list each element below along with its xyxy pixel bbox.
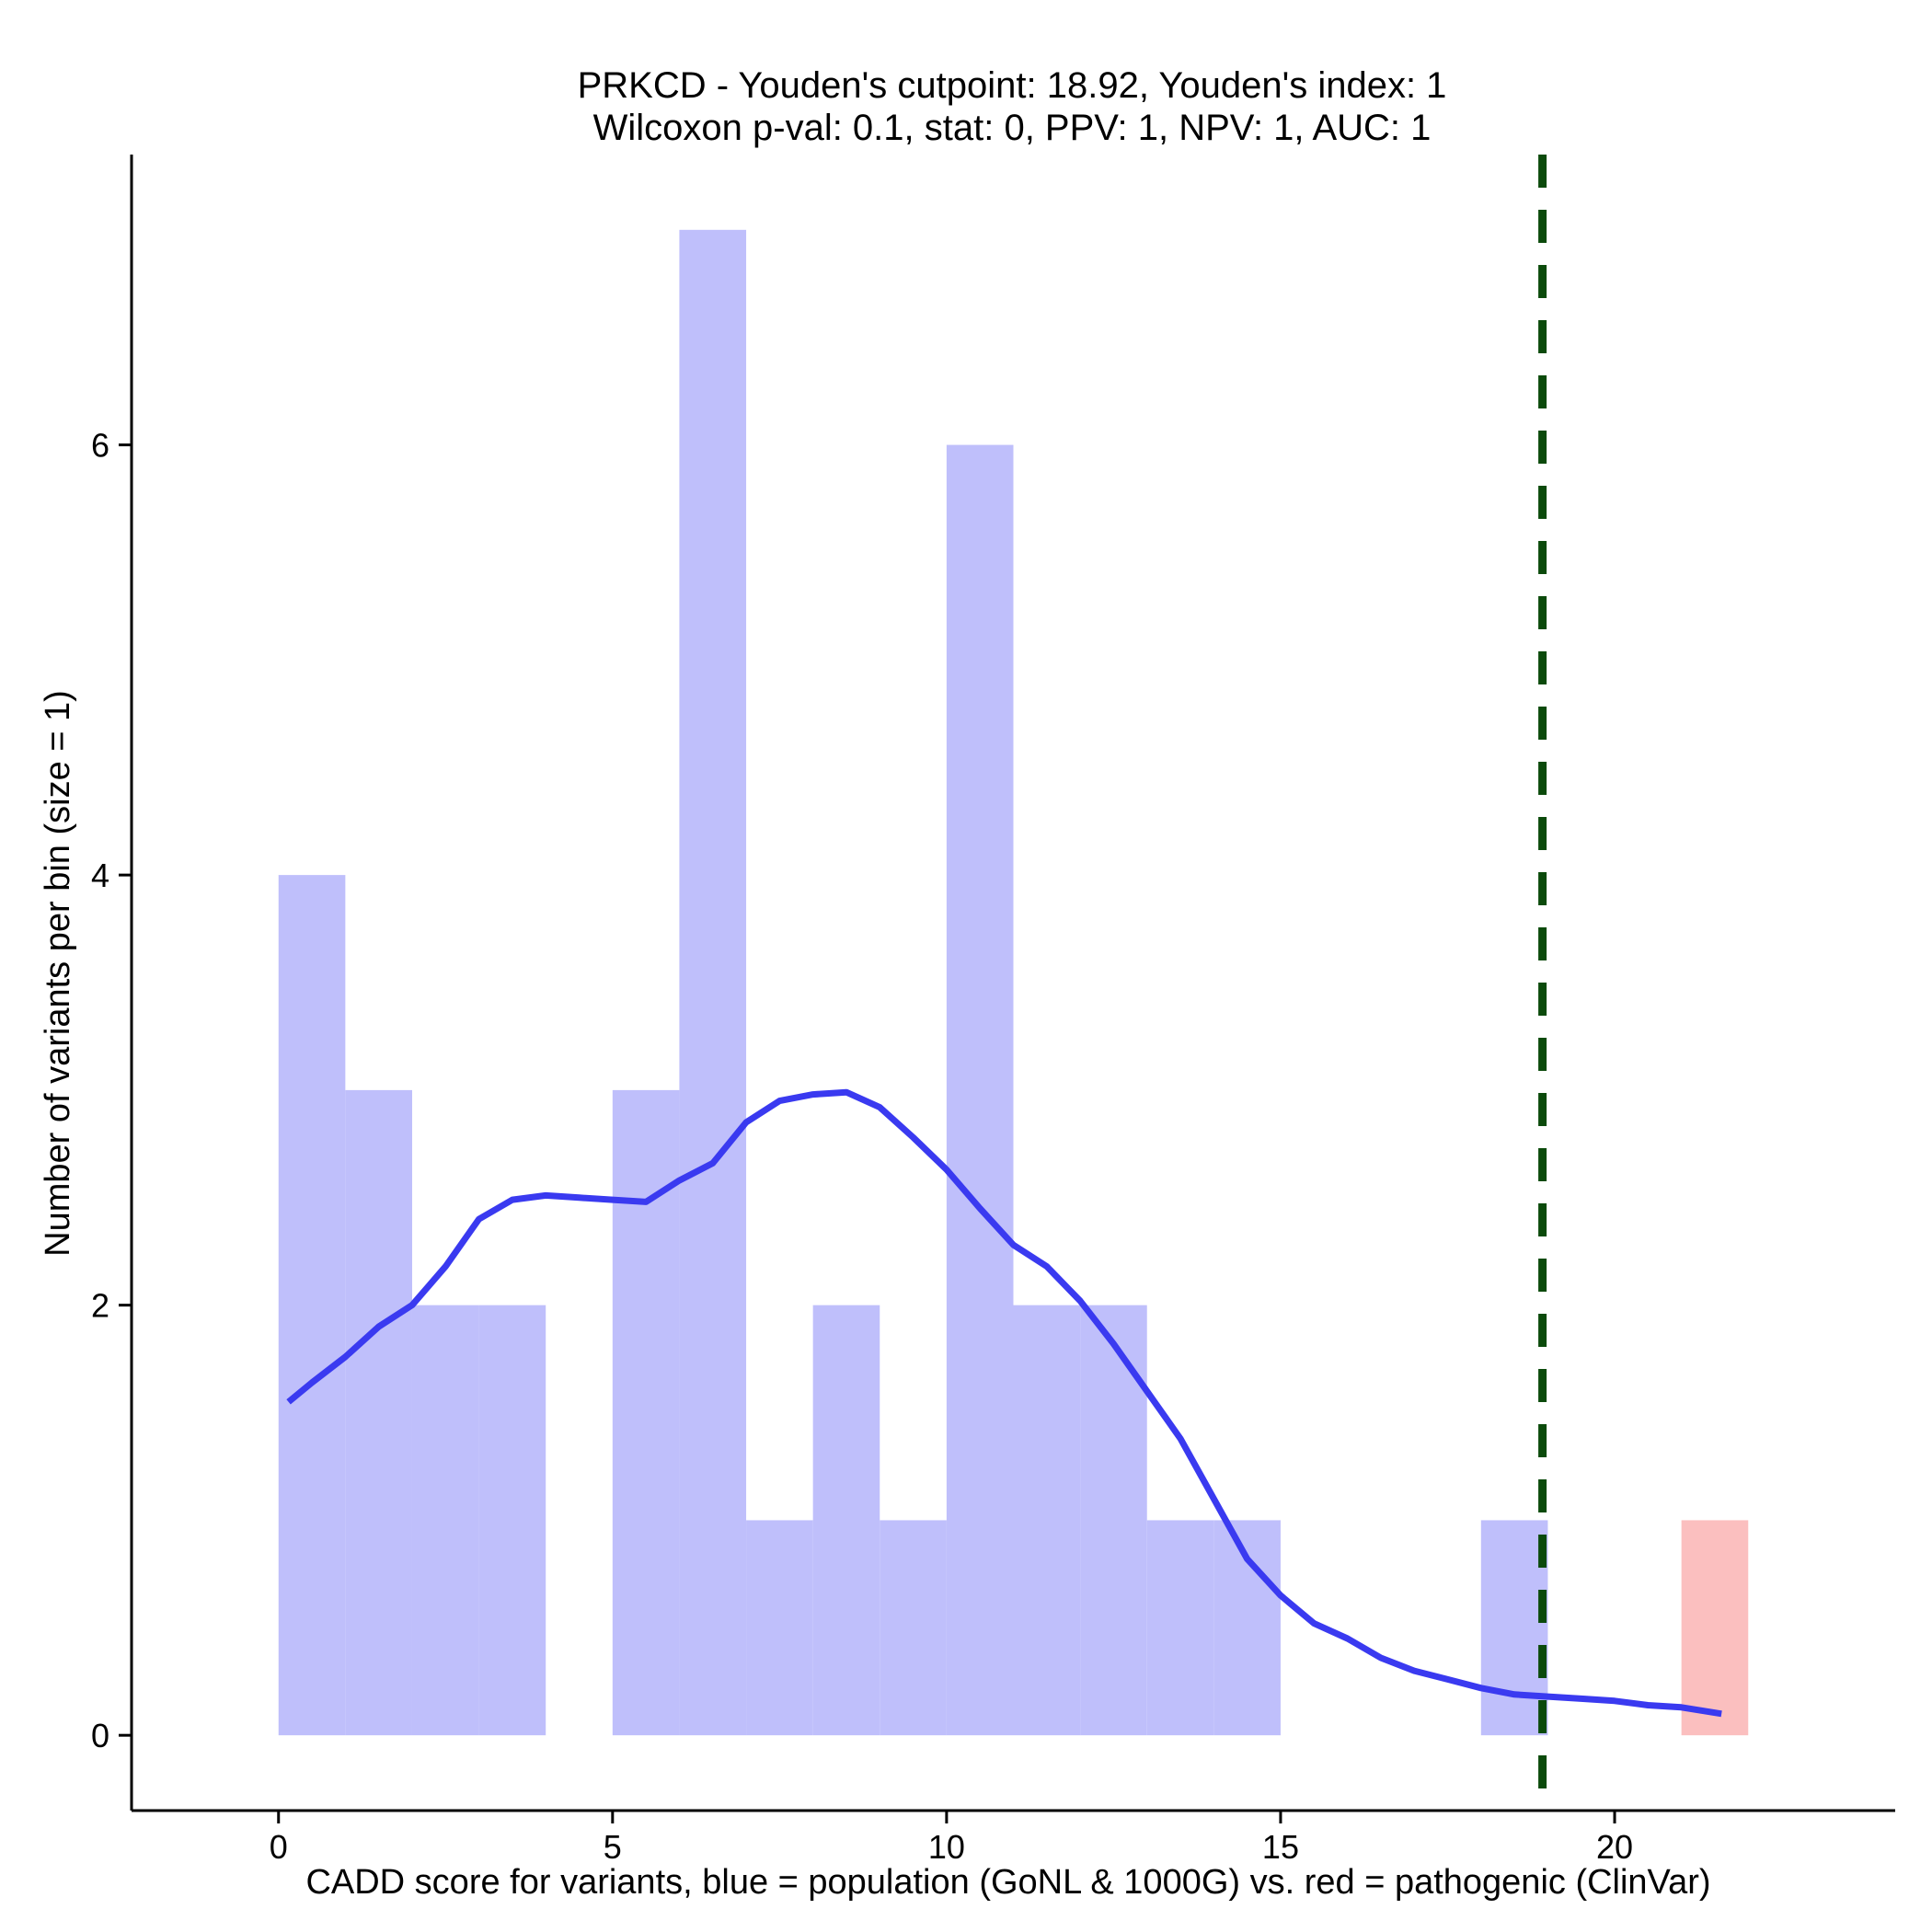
x-tick-label: 20 bbox=[1596, 1828, 1633, 1866]
x-tick-label: 5 bbox=[604, 1828, 622, 1866]
density-curve bbox=[286, 1088, 1722, 1718]
x-tick-label: 15 bbox=[1262, 1828, 1299, 1866]
pathogenic-bar bbox=[1681, 1520, 1749, 1736]
population-bar bbox=[946, 444, 1014, 1736]
population-bar bbox=[278, 875, 346, 1736]
population-bar bbox=[746, 1520, 813, 1736]
x-tick-label: 0 bbox=[270, 1828, 288, 1866]
population-bar bbox=[679, 229, 747, 1736]
x-tick-label: 10 bbox=[928, 1828, 965, 1866]
population-bar bbox=[812, 1305, 880, 1736]
population-bar bbox=[478, 1305, 546, 1736]
population-bar bbox=[1080, 1305, 1147, 1736]
population-bar bbox=[1146, 1520, 1214, 1736]
y-axis-title: Number of variants per bin (size = 1) bbox=[39, 690, 77, 1257]
y-tick-label: 0 bbox=[91, 1717, 109, 1754]
population-bar bbox=[411, 1305, 479, 1736]
y-axis-ticks: 0 2 4 6 bbox=[91, 427, 132, 1754]
chart-title: PRKCD - Youden's cutpoint: 18.92, Youden… bbox=[578, 65, 1447, 106]
population-bar bbox=[880, 1520, 947, 1736]
bars-layer bbox=[278, 229, 1749, 1736]
population-bar bbox=[1013, 1305, 1081, 1736]
x-axis-ticks: 0 5 10 15 20 bbox=[270, 1811, 1633, 1866]
population-bar bbox=[345, 1089, 412, 1736]
x-axis-title: CADD score for variants, blue = populati… bbox=[305, 1863, 1710, 1902]
population-bar bbox=[1480, 1520, 1548, 1736]
y-tick-label: 4 bbox=[91, 857, 109, 894]
y-tick-label: 2 bbox=[91, 1287, 109, 1325]
y-tick-label: 6 bbox=[91, 427, 109, 465]
chart-subtitle: Wilcoxon p-val: 0.1, stat: 0, PPV: 1, NP… bbox=[593, 108, 1432, 148]
